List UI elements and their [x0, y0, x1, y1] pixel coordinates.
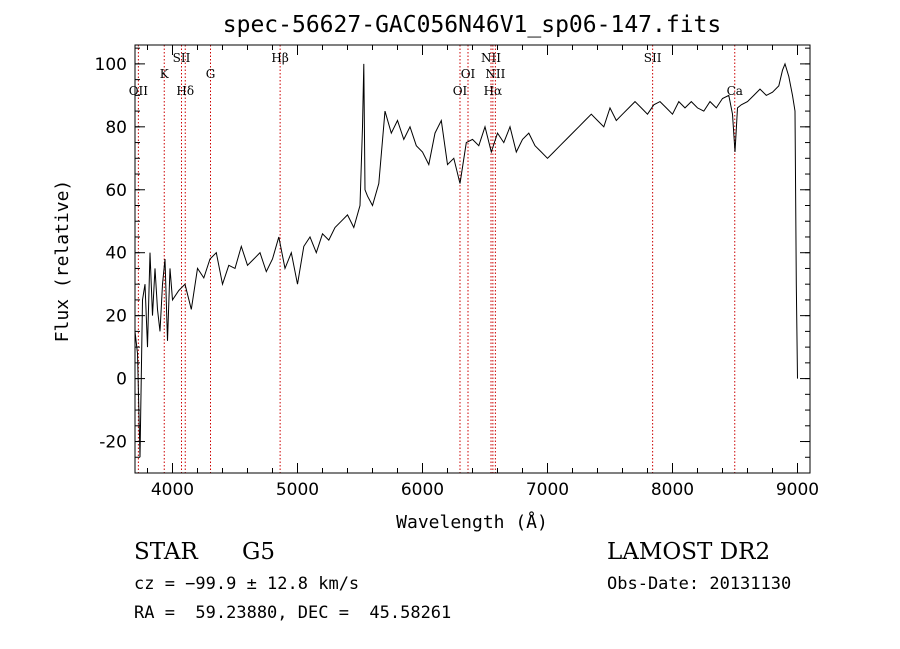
- line-marker-label-11: SII: [644, 51, 662, 65]
- x-tick-label: 9000: [776, 480, 819, 500]
- y-axis-label: Flux (relative): [52, 180, 73, 343]
- y-tick-label: -20: [99, 433, 127, 453]
- line-marker-label-9: Hα: [484, 84, 503, 98]
- object-subclass: G5: [242, 539, 276, 565]
- observation-date: Obs-Date: 20131130: [607, 574, 792, 594]
- line-marker-label-2: SII: [173, 51, 191, 65]
- x-tick-label: 5000: [276, 480, 319, 500]
- redshift-velocity: cz = −99.9 ± 12.8 km/s: [134, 574, 360, 594]
- y-tick-label: 0: [116, 370, 127, 390]
- y-tick-label: 40: [105, 244, 127, 264]
- spectrum-series-0: [134, 62, 798, 458]
- chart-title: spec-56627-GAC056N46V1_sp06-147.fits: [223, 12, 722, 38]
- spectrum-chart: spec-56627-GAC056N46V1_sp06-147.fits OII…: [52, 12, 819, 533]
- line-marker-label-5: Hβ: [271, 51, 288, 65]
- line-marker-label-7: OI: [461, 67, 476, 81]
- x-axis-label: Wavelength (Å): [396, 511, 548, 533]
- y-tick-label: 100: [95, 55, 127, 75]
- x-tick-label: 6000: [401, 480, 444, 500]
- line-marker-label-8: NII: [481, 51, 501, 65]
- line-marker-label-1: K: [160, 67, 170, 81]
- line-marker-label-0: OII: [129, 84, 149, 98]
- coordinates: RA = 59.23880, DEC = 45.58261: [134, 603, 452, 623]
- plot-frame: [134, 44, 811, 474]
- y-tick-label: 80: [105, 118, 127, 138]
- y-tick-label: 20: [105, 307, 127, 327]
- x-tick-label: 8000: [651, 480, 694, 500]
- line-marker-label-4: G: [206, 67, 216, 81]
- line-marker-label-10: NII: [485, 67, 505, 81]
- object-class: STAR: [134, 539, 198, 565]
- line-marker-label-12: Ca: [727, 84, 743, 98]
- line-marker-label-3: Hδ: [176, 84, 194, 98]
- y-tick-label: 60: [105, 181, 127, 201]
- x-tick-label: 4000: [151, 480, 194, 500]
- line-marker-label-6: OI: [453, 84, 468, 98]
- x-tick-label: 7000: [526, 480, 569, 500]
- survey-name: LAMOST DR2: [607, 539, 771, 565]
